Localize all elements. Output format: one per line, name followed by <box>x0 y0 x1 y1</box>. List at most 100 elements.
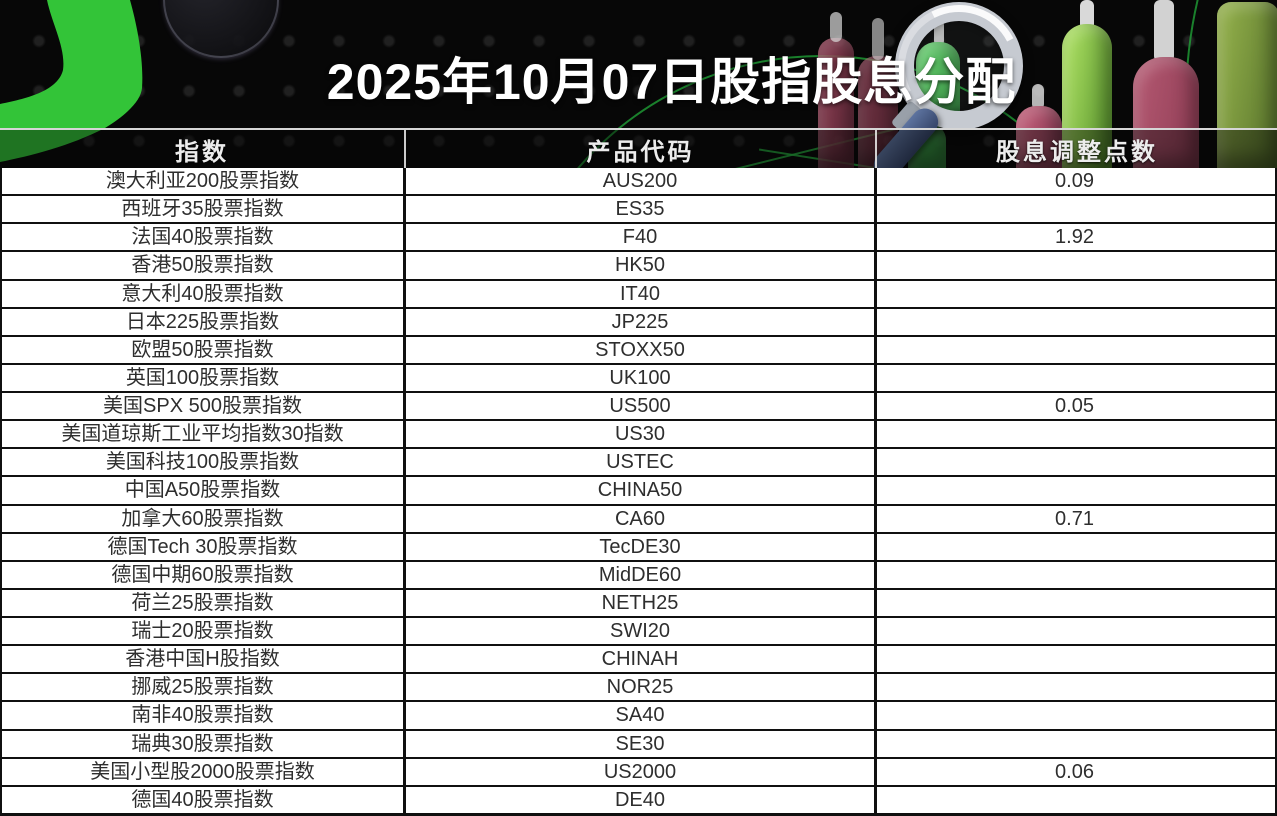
cell-index-name: 欧盟50股票指数 <box>2 336 406 363</box>
cell-product-code: US2000 <box>406 758 877 785</box>
column-header-dividend: 股息调整点数 <box>996 138 1158 166</box>
cell-product-code: AUS200 <box>406 168 877 195</box>
table-row: 法国40股票指数 F40 1.92 <box>2 224 1275 253</box>
cell-index-name: 荷兰25股票指数 <box>2 589 406 616</box>
green-ring-icon <box>0 0 143 162</box>
cell-index-name: 美国道琼斯工业平均指数30指数 <box>2 421 406 448</box>
table-row: 英国100股票指数 UK100 <box>2 364 1275 393</box>
cell-product-code: NOR25 <box>406 674 877 701</box>
table-row: 香港中国H股指数 CHINAH <box>2 646 1275 675</box>
candle-wick <box>1032 84 1044 110</box>
cell-index-name: 瑞士20股票指数 <box>2 618 406 645</box>
cell-dividend-points: 0.06 <box>1055 760 1094 783</box>
cell-dividend-points <box>877 787 1272 813</box>
table-row: 日本225股票指数 JP225 <box>2 308 1275 337</box>
table-row: 南非40股票指数 SA40 <box>2 702 1275 731</box>
cell-index-name: 美国小型股2000股票指数 <box>2 758 406 785</box>
cell-index-name: 澳大利亚200股票指数 <box>2 168 406 195</box>
cell-dividend-points <box>877 309 1272 335</box>
cell-dividend-points <box>877 449 1272 475</box>
cell-product-code: SWI20 <box>406 618 877 645</box>
cell-dividend-points: 0.71 <box>1055 507 1094 530</box>
page-title: 2025年10月07日股指股息分配 <box>326 54 1017 110</box>
cell-dividend-points <box>877 562 1272 588</box>
cell-dividend-points <box>877 702 1272 728</box>
cell-product-code: CHINAH <box>406 646 877 673</box>
cell-product-code: IT40 <box>406 280 877 307</box>
green-candle-icon <box>1062 24 1112 168</box>
cell-index-name: 美国科技100股票指数 <box>2 449 406 476</box>
cell-dividend-points <box>877 731 1272 757</box>
cell-product-code: SE30 <box>406 730 877 757</box>
table-row: 德国40股票指数 DE40 <box>2 786 1275 813</box>
cell-index-name: 加拿大60股票指数 <box>2 505 406 532</box>
cell-index-name: 法国40股票指数 <box>2 224 406 251</box>
candle-wick <box>1154 0 1174 62</box>
cell-product-code: TecDE30 <box>406 533 877 560</box>
cell-product-code: US500 <box>406 393 877 420</box>
table-row: 美国科技100股票指数 USTEC <box>2 449 1275 478</box>
cell-index-name: 南非40股票指数 <box>2 702 406 729</box>
table-row: 瑞典30股票指数 SE30 <box>2 730 1275 759</box>
pink-candle-icon <box>818 38 854 168</box>
table-header: 指数 产品代码 股息调整点数 <box>0 128 1277 168</box>
cell-dividend-points <box>877 281 1272 307</box>
cell-product-code: ES35 <box>406 196 877 223</box>
table-row: 香港50股票指数 HK50 <box>2 252 1275 281</box>
table-row: 德国中期60股票指数 MidDE60 <box>2 561 1275 590</box>
table-row: 美国道琼斯工业平均指数30指数 US30 <box>2 421 1275 450</box>
cell-product-code: US30 <box>406 421 877 448</box>
table-row: 挪威25股票指数 NOR25 <box>2 674 1275 703</box>
cell-index-name: 意大利40股票指数 <box>2 280 406 307</box>
cell-index-name: 德国Tech 30股票指数 <box>2 533 406 560</box>
cell-dividend-points <box>877 421 1272 447</box>
cell-dividend-points <box>877 196 1272 222</box>
cell-dividend-points <box>877 365 1272 391</box>
cell-dividend-points <box>877 590 1272 616</box>
cell-index-name: 挪威25股票指数 <box>2 674 406 701</box>
cell-dividend-points <box>877 534 1272 560</box>
cell-product-code: HK50 <box>406 252 877 279</box>
cell-index-name: 美国SPX 500股票指数 <box>2 393 406 420</box>
cell-product-code: SA40 <box>406 702 877 729</box>
table-row: 美国SPX 500股票指数 US500 0.05 <box>2 393 1275 422</box>
table-row: 澳大利亚200股票指数 AUS200 0.09 <box>2 168 1275 197</box>
cell-dividend-points <box>877 646 1272 672</box>
table-row: 美国小型股2000股票指数 US2000 0.06 <box>2 758 1275 787</box>
candle-wick <box>830 12 842 42</box>
column-header-index: 指数 <box>0 130 406 168</box>
pink-candle-icon <box>1016 106 1062 168</box>
cell-product-code: STOXX50 <box>406 336 877 363</box>
cell-dividend-points <box>877 337 1272 363</box>
green-candle-icon <box>1217 2 1277 168</box>
cell-dividend-points <box>877 252 1272 278</box>
cell-product-code: NETH25 <box>406 589 877 616</box>
column-header-code: 产品代码 <box>406 130 877 168</box>
cell-product-code: MidDE60 <box>406 561 877 588</box>
cell-index-name: 瑞典30股票指数 <box>2 730 406 757</box>
cell-dividend-points: 0.09 <box>1055 170 1094 193</box>
table-row: 意大利40股票指数 IT40 <box>2 280 1275 309</box>
cell-index-name: 德国中期60股票指数 <box>2 561 406 588</box>
table-row: 西班牙35股票指数 ES35 <box>2 196 1275 225</box>
cell-product-code: CHINA50 <box>406 477 877 504</box>
cell-product-code: JP225 <box>406 308 877 335</box>
cell-dividend-points <box>877 674 1272 700</box>
table-row: 加拿大60股票指数 CA60 0.71 <box>2 505 1275 534</box>
cell-dividend-points: 1.92 <box>1055 226 1094 249</box>
cell-product-code: UK100 <box>406 364 877 391</box>
cell-index-name: 西班牙35股票指数 <box>2 196 406 223</box>
cell-dividend-points <box>877 618 1272 644</box>
table-row: 德国Tech 30股票指数 TecDE30 <box>2 533 1275 562</box>
table-row: 欧盟50股票指数 STOXX50 <box>2 336 1275 365</box>
cell-product-code: F40 <box>406 224 877 251</box>
cell-product-code: CA60 <box>406 505 877 532</box>
cell-dividend-points: 0.05 <box>1055 395 1094 418</box>
cell-index-name: 英国100股票指数 <box>2 364 406 391</box>
table-row: 瑞士20股票指数 SWI20 <box>2 618 1275 647</box>
cell-dividend-points <box>877 477 1272 503</box>
banner: 2025年10月07日股指股息分配 指数 产品代码 股息调整点数 <box>0 0 1277 168</box>
cell-index-name: 德国40股票指数 <box>2 786 406 813</box>
cell-index-name: 香港50股票指数 <box>2 252 406 279</box>
